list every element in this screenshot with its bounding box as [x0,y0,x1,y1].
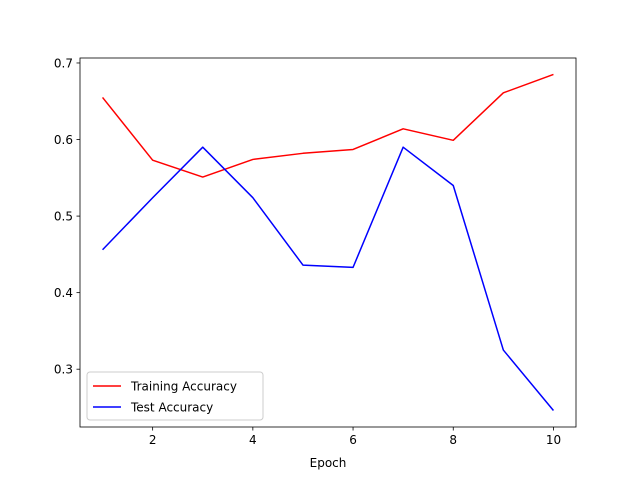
y-tick-label: 0.3 [54,363,73,377]
legend-label-training-accuracy: Training Accuracy [130,380,237,394]
legend-label-test-accuracy: Test Accuracy [130,401,213,415]
series-line-test-accuracy [102,146,555,412]
y-tick-label: 0.4 [54,286,73,300]
x-tick-label: 8 [449,433,457,447]
legend-box [86,371,264,421]
x-axis-label: Epoch [310,456,347,470]
y-tick-label: 0.5 [54,210,73,224]
axes: 2 4 6 8 10 0.3 0.4 0.5 0.6 0.7 [54,56,577,447]
legend: Training Accuracy Test Accuracy [86,371,264,421]
axes-frame [79,57,577,428]
series-line-training-accuracy [101,73,554,178]
plot-area [101,73,555,412]
y-tick-label: 0.7 [54,56,73,70]
x-tick-label: 10 [546,433,561,447]
x-tick-label: 6 [349,433,357,447]
x-tick-label: 4 [249,433,257,447]
x-tick-label: 2 [149,433,157,447]
y-tick-label: 0.6 [54,133,73,147]
